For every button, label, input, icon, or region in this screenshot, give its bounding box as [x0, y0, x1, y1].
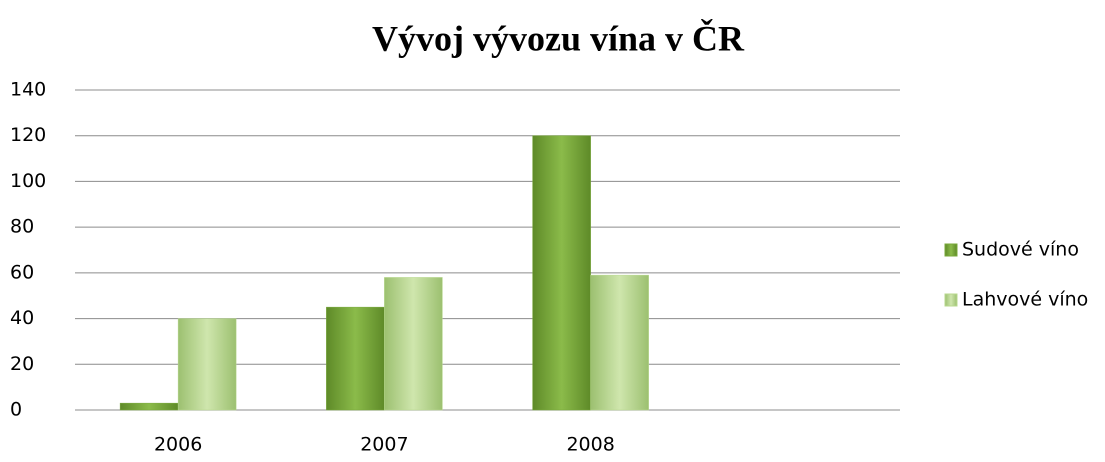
- x-tick-label: 2007: [360, 434, 408, 456]
- x-tick-label: 2008: [566, 434, 614, 456]
- legend-swatch: [944, 243, 958, 257]
- chart-title: Vývoj vývozu vína v ČR: [372, 18, 745, 58]
- y-tick-label: 0: [10, 399, 22, 421]
- y-tick-label: 40: [10, 307, 34, 329]
- y-tick-label: 100: [10, 170, 46, 192]
- bar: [119, 402, 179, 411]
- y-tick-label: 80: [10, 216, 34, 238]
- bar: [326, 306, 385, 411]
- bar: [532, 135, 591, 411]
- y-tick-label: 120: [10, 124, 46, 146]
- bar: [590, 274, 649, 411]
- y-tick-label: 20: [10, 353, 34, 375]
- bar: [177, 318, 237, 411]
- x-tick-label: 2006: [154, 434, 202, 456]
- y-tick-label: 140: [10, 79, 46, 101]
- legend-label: Sudové víno: [962, 239, 1079, 261]
- legend-label: Lahvové víno: [962, 289, 1088, 311]
- legend-swatch: [944, 293, 958, 307]
- y-tick-label: 60: [10, 261, 34, 283]
- bar: [384, 277, 443, 411]
